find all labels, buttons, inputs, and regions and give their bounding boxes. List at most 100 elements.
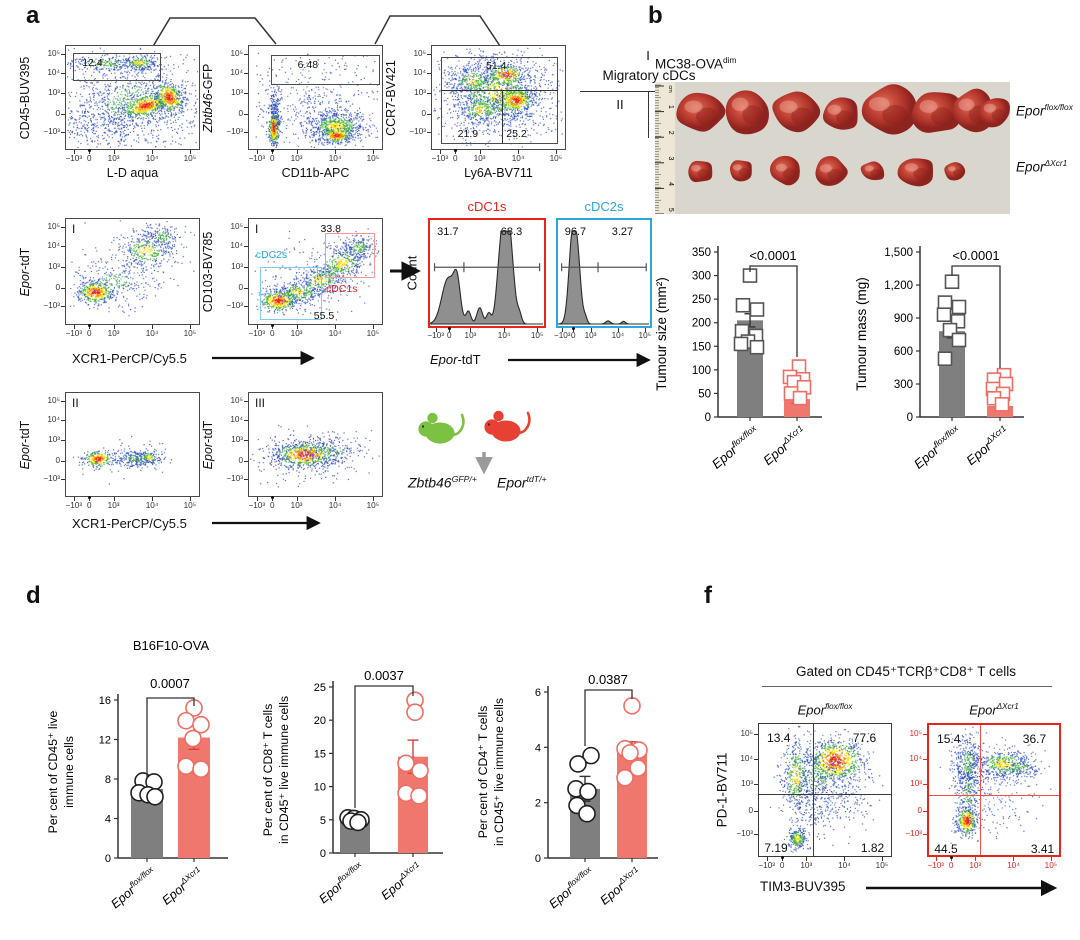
- ytickmark-p5-1: [244, 246, 248, 248]
- gate-value-p3-1: 21.9: [457, 127, 479, 140]
- xtick-p5-2: 10³: [290, 329, 303, 338]
- ytick-p6-3: 0: [55, 455, 60, 465]
- tumor-row-label-flox: Eporflox/flox: [1016, 102, 1073, 119]
- xtickmark-p6-4: [189, 497, 191, 501]
- mouse-genotype-epor: EportdT/+: [497, 474, 547, 491]
- tumor-photo: cm 1 2 3 4 5: [655, 82, 1010, 214]
- ytickmark-p4-0: [61, 227, 65, 229]
- flow-density-p6: [66, 393, 199, 496]
- ytickmark-p1-3: [61, 113, 65, 115]
- xtickmark-p1-2: [113, 150, 115, 154]
- ytickmark-p5-3: [244, 288, 248, 290]
- zero-dot-p7: [270, 495, 274, 499]
- flow-plot-p7: III: [248, 392, 383, 497]
- flow-density-f2: [929, 725, 1058, 854]
- ytick-f2-2: 10³: [910, 778, 922, 788]
- ylabel-p1: CD45-BUV395: [18, 56, 32, 139]
- gating-tree-hline: [580, 91, 718, 92]
- zbtb46-gene: Zbtb46: [408, 474, 452, 491]
- xtick-p5-0: −10³: [248, 329, 266, 338]
- gating-bracket-2: [374, 15, 501, 47]
- ruler: [655, 82, 675, 214]
- xtick-p6-0: −10³: [65, 501, 83, 510]
- xtickmark-p1-3: [152, 150, 154, 154]
- ytick-p6-2: 10³: [48, 434, 60, 444]
- xtickmark-p5-4: [372, 325, 374, 329]
- ytick-f2-3: 0: [917, 805, 922, 815]
- ytick-p7-2: 10³: [231, 434, 243, 444]
- xtickmark-p6-1: [89, 497, 91, 501]
- xtickmark-f1-3: [844, 857, 846, 861]
- ytick-p4-2: 10³: [48, 261, 60, 271]
- ytick-p5-2: 10³: [231, 261, 243, 271]
- xtick-p4-3: 10⁴: [145, 329, 159, 338]
- ytickmark-p5-2: [244, 266, 248, 268]
- gate-value-p3-2: 25.2: [506, 127, 527, 140]
- flow-density-f1: [759, 724, 890, 855]
- zero-dot-p4: [87, 323, 91, 327]
- xtick-p2-4: 10⁵: [366, 154, 380, 163]
- ytick-f2-4: −10³: [905, 828, 922, 838]
- xtickmark-p5-1: [272, 325, 274, 329]
- gate-line-p3-1: [502, 90, 504, 144]
- panel-f-label: f: [704, 582, 712, 609]
- ytick-p2-2: 10³: [231, 87, 243, 97]
- hist-xtickmark-h1-2: [470, 328, 472, 332]
- gate-value-f1-2: 7.19: [764, 840, 788, 855]
- gate-rect-p3-0: [441, 56, 558, 144]
- xtick-p1-3: 10⁴: [145, 154, 159, 163]
- xtickmark-f2-0: [935, 857, 937, 861]
- ytick-f1-4: −10³: [736, 828, 753, 838]
- histogram-h1: 31.7 68.3: [428, 218, 546, 328]
- ytickmark-p6-3: [61, 460, 65, 462]
- ytick-f2-1: 10⁴: [909, 753, 922, 763]
- tim3-axis-label: TIM3-BUV395: [760, 879, 846, 894]
- xtick-p2-2: 10³: [290, 154, 303, 163]
- dxcr1-gene: Epor: [1016, 159, 1045, 175]
- xtick-p7-3: 10⁴: [328, 501, 342, 510]
- zbtb46-allele: GFP/+: [451, 474, 477, 484]
- ytick-p1-3: 0: [55, 108, 60, 118]
- flow-density-p4: [66, 219, 199, 324]
- flow-plot-p1: 12.4: [65, 45, 200, 150]
- xtickmark-p2-0: [256, 150, 258, 154]
- hist-xtick-h2-1: 0: [570, 331, 576, 340]
- mice-cross-diagram: [418, 410, 531, 444]
- zero-dot-f1: [780, 855, 784, 859]
- ytickmark-f2-4: [923, 833, 927, 835]
- ruler-number: 3: [667, 156, 674, 160]
- ytickmark-p2-4: [244, 131, 248, 133]
- xtickmark-p7-1: [272, 497, 274, 501]
- cell-line-sup: dim: [723, 55, 737, 65]
- xlabel-p2: CD11b-APC: [281, 166, 350, 180]
- hist-xtickmark-h1-3: [504, 328, 506, 332]
- gate-value-f2-3: 3.41: [1030, 841, 1055, 856]
- hist-xtick-h2-4: 10⁵: [638, 331, 652, 340]
- xtickmark-p4-3: [152, 325, 154, 329]
- ruler-number: 1: [667, 105, 674, 109]
- ytick-p1-2: 10³: [48, 87, 60, 97]
- xtick-p2-0: −10³: [248, 154, 266, 163]
- ruler-unit: cm: [667, 85, 673, 93]
- gating-tree-vline: [648, 91, 649, 138]
- flow-plot-p3: 51.4 21.9 25.2: [431, 45, 566, 150]
- tumor: [815, 156, 848, 186]
- xtick-p7-0: −10³: [248, 501, 266, 510]
- ytickmark-p1-1: [61, 72, 65, 74]
- ytickmark-f2-2: [923, 783, 927, 785]
- gate-rect-p2-0: [270, 55, 380, 85]
- xcr1-axis-label-row2: XCR1-PerCP/Cy5.5: [72, 351, 187, 366]
- ytickmark-p2-1: [244, 72, 248, 74]
- ytickmark-p5-4: [244, 306, 248, 308]
- ytick-p2-1: 10⁴: [230, 67, 243, 77]
- ylabel-p4: Epor-tdT: [18, 247, 32, 296]
- ytickmark-p7-0: [244, 400, 248, 402]
- ytick-p3-1: 10⁴: [413, 67, 426, 77]
- xtick-p5-4: 10⁵: [366, 329, 380, 338]
- xtick-p2-1: 0: [270, 154, 275, 163]
- gate-value-f1-1: 77.6: [852, 730, 877, 745]
- xtickmark-f1-0: [766, 857, 768, 861]
- hist-xtickmark-h1-1: [449, 328, 451, 332]
- ytick-p3-4: −10³: [409, 126, 426, 136]
- xtick-f1-0: −10³: [758, 861, 776, 870]
